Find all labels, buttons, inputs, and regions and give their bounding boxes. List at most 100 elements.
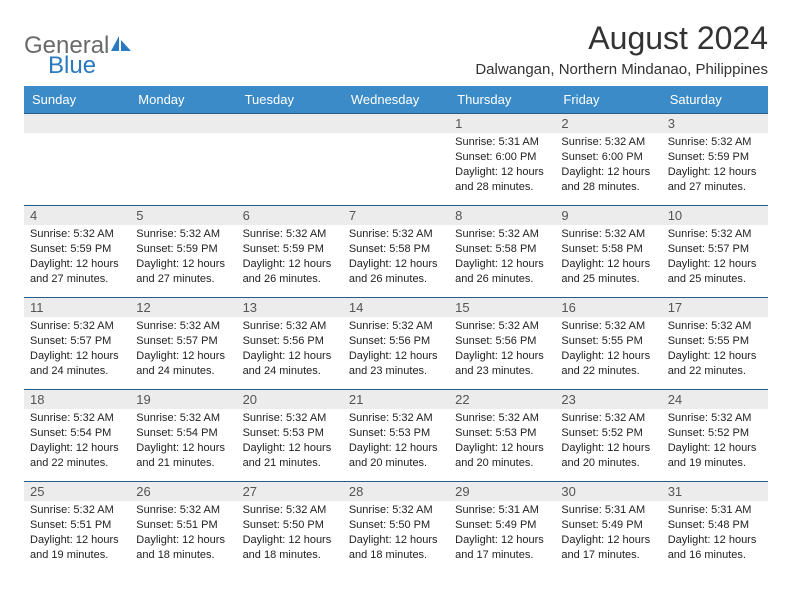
day-number: 21: [343, 390, 449, 409]
day-details: Sunrise: 5:32 AMSunset: 5:55 PMDaylight:…: [555, 317, 661, 382]
day-details: Sunrise: 5:32 AMSunset: 5:53 PMDaylight:…: [237, 409, 343, 474]
day-details: Sunrise: 5:32 AMSunset: 5:51 PMDaylight:…: [24, 501, 130, 566]
day-number: 1: [449, 114, 555, 133]
weekday-header: Saturday: [662, 86, 768, 114]
calendar-day-cell: 13Sunrise: 5:32 AMSunset: 5:56 PMDayligh…: [237, 298, 343, 390]
day-number: 9: [555, 206, 661, 225]
day-details: Sunrise: 5:32 AMSunset: 5:54 PMDaylight:…: [130, 409, 236, 474]
logo-text-blue: Blue: [48, 54, 133, 78]
day-number: 18: [24, 390, 130, 409]
day-number: [24, 114, 130, 133]
day-number: 29: [449, 482, 555, 501]
day-details: Sunrise: 5:32 AMSunset: 5:59 PMDaylight:…: [237, 225, 343, 290]
location-text: Dalwangan, Northern Mindanao, Philippine…: [475, 61, 768, 78]
calendar-day-cell: 15Sunrise: 5:32 AMSunset: 5:56 PMDayligh…: [449, 298, 555, 390]
calendar-day-cell: 3Sunrise: 5:32 AMSunset: 5:59 PMDaylight…: [662, 114, 768, 206]
calendar-day-cell: [343, 114, 449, 206]
calendar-day-cell: [24, 114, 130, 206]
day-number: 14: [343, 298, 449, 317]
calendar-week-row: 4Sunrise: 5:32 AMSunset: 5:59 PMDaylight…: [24, 206, 768, 298]
calendar-day-cell: 9Sunrise: 5:32 AMSunset: 5:58 PMDaylight…: [555, 206, 661, 298]
day-details: Sunrise: 5:32 AMSunset: 5:57 PMDaylight:…: [662, 225, 768, 290]
day-details: Sunrise: 5:32 AMSunset: 5:56 PMDaylight:…: [237, 317, 343, 382]
day-details: Sunrise: 5:32 AMSunset: 5:52 PMDaylight:…: [555, 409, 661, 474]
calendar-week-row: 18Sunrise: 5:32 AMSunset: 5:54 PMDayligh…: [24, 390, 768, 482]
calendar-day-cell: 31Sunrise: 5:31 AMSunset: 5:48 PMDayligh…: [662, 482, 768, 574]
day-details: Sunrise: 5:32 AMSunset: 5:58 PMDaylight:…: [449, 225, 555, 290]
day-details: Sunrise: 5:32 AMSunset: 5:58 PMDaylight:…: [343, 225, 449, 290]
day-details: Sunrise: 5:32 AMSunset: 5:54 PMDaylight:…: [24, 409, 130, 474]
day-number: [130, 114, 236, 133]
day-details: Sunrise: 5:32 AMSunset: 5:59 PMDaylight:…: [130, 225, 236, 290]
day-number: 19: [130, 390, 236, 409]
day-number: 4: [24, 206, 130, 225]
calendar-day-cell: 24Sunrise: 5:32 AMSunset: 5:52 PMDayligh…: [662, 390, 768, 482]
day-number: [343, 114, 449, 133]
day-number: 10: [662, 206, 768, 225]
calendar-day-cell: 18Sunrise: 5:32 AMSunset: 5:54 PMDayligh…: [24, 390, 130, 482]
calendar-day-cell: 29Sunrise: 5:31 AMSunset: 5:49 PMDayligh…: [449, 482, 555, 574]
day-number: 11: [24, 298, 130, 317]
day-details: Sunrise: 5:32 AMSunset: 5:58 PMDaylight:…: [555, 225, 661, 290]
day-details: Sunrise: 5:32 AMSunset: 5:59 PMDaylight:…: [24, 225, 130, 290]
calendar-week-row: 25Sunrise: 5:32 AMSunset: 5:51 PMDayligh…: [24, 482, 768, 574]
day-number: 26: [130, 482, 236, 501]
calendar-day-cell: 19Sunrise: 5:32 AMSunset: 5:54 PMDayligh…: [130, 390, 236, 482]
day-number: 20: [237, 390, 343, 409]
calendar-day-cell: 23Sunrise: 5:32 AMSunset: 5:52 PMDayligh…: [555, 390, 661, 482]
day-number: 27: [237, 482, 343, 501]
calendar-day-cell: 26Sunrise: 5:32 AMSunset: 5:51 PMDayligh…: [130, 482, 236, 574]
calendar-day-cell: 25Sunrise: 5:32 AMSunset: 5:51 PMDayligh…: [24, 482, 130, 574]
calendar-day-cell: 20Sunrise: 5:32 AMSunset: 5:53 PMDayligh…: [237, 390, 343, 482]
day-details: Sunrise: 5:32 AMSunset: 5:55 PMDaylight:…: [662, 317, 768, 382]
day-number: 6: [237, 206, 343, 225]
day-number: 16: [555, 298, 661, 317]
calendar-day-cell: 30Sunrise: 5:31 AMSunset: 5:49 PMDayligh…: [555, 482, 661, 574]
calendar-day-cell: [130, 114, 236, 206]
calendar-day-cell: 8Sunrise: 5:32 AMSunset: 5:58 PMDaylight…: [449, 206, 555, 298]
page-title: August 2024: [475, 20, 768, 57]
day-details: Sunrise: 5:31 AMSunset: 5:49 PMDaylight:…: [449, 501, 555, 566]
day-number: 17: [662, 298, 768, 317]
weekday-header: Friday: [555, 86, 661, 114]
logo: GeneralBlue: [24, 20, 133, 78]
day-details: Sunrise: 5:32 AMSunset: 5:50 PMDaylight:…: [343, 501, 449, 566]
day-number: 31: [662, 482, 768, 501]
calendar-day-cell: 1Sunrise: 5:31 AMSunset: 6:00 PMDaylight…: [449, 114, 555, 206]
calendar-day-cell: 22Sunrise: 5:32 AMSunset: 5:53 PMDayligh…: [449, 390, 555, 482]
calendar-day-cell: 4Sunrise: 5:32 AMSunset: 5:59 PMDaylight…: [24, 206, 130, 298]
day-number: 23: [555, 390, 661, 409]
day-number: [237, 114, 343, 133]
day-details: Sunrise: 5:32 AMSunset: 5:57 PMDaylight:…: [24, 317, 130, 382]
calendar-day-cell: 6Sunrise: 5:32 AMSunset: 5:59 PMDaylight…: [237, 206, 343, 298]
day-number: 22: [449, 390, 555, 409]
day-details: Sunrise: 5:31 AMSunset: 5:48 PMDaylight:…: [662, 501, 768, 566]
calendar-day-cell: 21Sunrise: 5:32 AMSunset: 5:53 PMDayligh…: [343, 390, 449, 482]
day-details: Sunrise: 5:32 AMSunset: 5:59 PMDaylight:…: [662, 133, 768, 198]
calendar-day-cell: 5Sunrise: 5:32 AMSunset: 5:59 PMDaylight…: [130, 206, 236, 298]
weekday-header: Monday: [130, 86, 236, 114]
calendar-week-row: 11Sunrise: 5:32 AMSunset: 5:57 PMDayligh…: [24, 298, 768, 390]
day-number: 12: [130, 298, 236, 317]
day-details: Sunrise: 5:32 AMSunset: 5:50 PMDaylight:…: [237, 501, 343, 566]
day-details: Sunrise: 5:32 AMSunset: 5:57 PMDaylight:…: [130, 317, 236, 382]
weekday-header: Sunday: [24, 86, 130, 114]
title-block: August 2024 Dalwangan, Northern Mindanao…: [475, 20, 768, 78]
day-number: 5: [130, 206, 236, 225]
weekday-header: Tuesday: [237, 86, 343, 114]
day-number: 15: [449, 298, 555, 317]
calendar-day-cell: 10Sunrise: 5:32 AMSunset: 5:57 PMDayligh…: [662, 206, 768, 298]
day-details: Sunrise: 5:31 AMSunset: 5:49 PMDaylight:…: [555, 501, 661, 566]
calendar-day-cell: 7Sunrise: 5:32 AMSunset: 5:58 PMDaylight…: [343, 206, 449, 298]
calendar-week-row: 1Sunrise: 5:31 AMSunset: 6:00 PMDaylight…: [24, 114, 768, 206]
calendar-day-cell: 27Sunrise: 5:32 AMSunset: 5:50 PMDayligh…: [237, 482, 343, 574]
day-details: Sunrise: 5:32 AMSunset: 5:53 PMDaylight:…: [343, 409, 449, 474]
calendar-day-cell: 28Sunrise: 5:32 AMSunset: 5:50 PMDayligh…: [343, 482, 449, 574]
day-number: 8: [449, 206, 555, 225]
header: GeneralBlue August 2024 Dalwangan, North…: [24, 20, 768, 78]
weekday-header: Wednesday: [343, 86, 449, 114]
day-details: Sunrise: 5:32 AMSunset: 6:00 PMDaylight:…: [555, 133, 661, 198]
calendar-day-cell: 12Sunrise: 5:32 AMSunset: 5:57 PMDayligh…: [130, 298, 236, 390]
day-number: 24: [662, 390, 768, 409]
weekday-header: Thursday: [449, 86, 555, 114]
